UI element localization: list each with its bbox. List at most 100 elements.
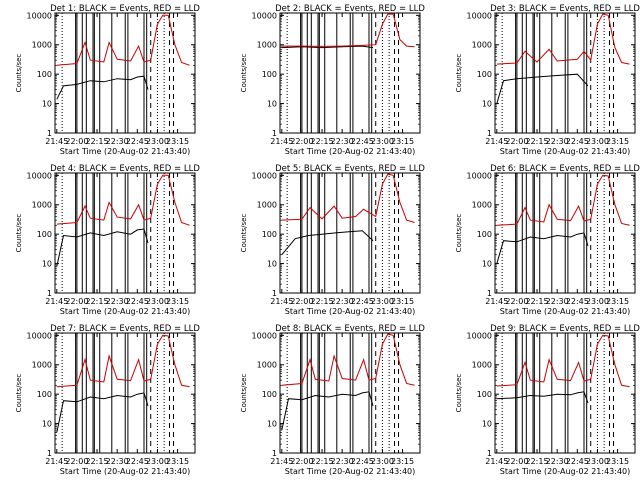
series-line-lld <box>56 174 190 226</box>
y-tick-label: 1000 <box>32 201 52 210</box>
x-tick-label: 22:45 <box>351 297 374 306</box>
series-line-events <box>496 73 589 104</box>
y-tick-label: 1000 <box>472 201 492 210</box>
x-tick-label: 22:30 <box>546 137 569 146</box>
y-tick-label: 10000 <box>252 171 277 180</box>
y-axis-label: Counts/sec <box>15 54 23 93</box>
y-tick-label: 1 <box>487 449 492 458</box>
x-axis-label: Start Time (20-Aug-02 21:43:40) <box>60 307 191 316</box>
y-tick-label: 1000 <box>32 41 52 50</box>
x-axis-label: Start Time (20-Aug-02 21:43:40) <box>500 307 631 316</box>
y-tick-label: 10 <box>267 260 277 269</box>
y-tick-label: 1 <box>272 289 277 298</box>
x-tick-label: 22:30 <box>546 297 569 306</box>
x-tick-label: 22:15 <box>86 297 109 306</box>
x-tick-label: 23:00 <box>371 137 394 146</box>
x-tick-label: 22:30 <box>546 457 569 466</box>
series-line-events <box>281 230 374 256</box>
x-axis-label: Start Time (20-Aug-02 21:43:40) <box>60 147 191 156</box>
series-line-events <box>281 391 374 431</box>
x-tick-label: 22:45 <box>566 137 589 146</box>
y-tick-label: 10 <box>267 420 277 429</box>
x-tick-label: 23:00 <box>586 137 609 146</box>
series-line-lld <box>496 334 630 388</box>
detector-panel-8: 1 10 100 1000 10000 21:4522:0022:1522:3022:45… <box>240 324 425 476</box>
series-line-lld <box>281 333 415 386</box>
y-tick-label: 100 <box>262 230 277 239</box>
x-tick-label: 22:00 <box>290 457 313 466</box>
y-tick-label: 10000 <box>467 331 492 340</box>
x-tick-label: 23:00 <box>586 297 609 306</box>
y-axis-label: Counts/sec <box>455 374 463 413</box>
x-tick-label: 23:15 <box>166 137 189 146</box>
y-tick-label: 1000 <box>257 361 277 370</box>
x-tick-label: 22:30 <box>331 297 354 306</box>
x-tick-label: 22:45 <box>126 297 149 306</box>
series-line-lld <box>56 14 190 66</box>
x-tick-label: 21:45 <box>485 137 508 146</box>
panel-title: Det 9: BLACK = Events, RED = LLD <box>490 324 640 334</box>
x-tick-label: 21:45 <box>270 137 293 146</box>
x-tick-label: 22:15 <box>526 297 549 306</box>
y-tick-label: 10000 <box>467 171 492 180</box>
series-line-lld <box>56 334 190 388</box>
x-tick-label: 21:45 <box>270 457 293 466</box>
detector-panel-6: 1 10 100 1000 10000 21:4522:0022:1522:3022:45… <box>455 164 640 316</box>
detector-panel-3: 1 10 100 1000 10000 21:4522:0022:1522:3022:45… <box>455 4 640 156</box>
x-tick-label: 23:15 <box>606 137 629 146</box>
x-axis-label: Start Time (20-Aug-02 21:43:40) <box>285 467 416 476</box>
x-tick-label: 23:15 <box>166 297 189 306</box>
panel-title: Det 2: BLACK = Events, RED = LLD <box>275 4 425 14</box>
panel-title: Det 7: BLACK = Events, RED = LLD <box>50 324 200 334</box>
series-line-events <box>56 392 149 433</box>
x-tick-label: 21:45 <box>45 137 68 146</box>
x-tick-label: 22:45 <box>126 457 149 466</box>
y-tick-label: 1 <box>47 449 52 458</box>
panel-title: Det 3: BLACK = Events, RED = LLD <box>490 4 640 14</box>
y-tick-label: 10 <box>42 420 52 429</box>
y-tick-label: 100 <box>37 390 52 399</box>
y-axis-label: Counts/sec <box>240 374 248 413</box>
y-tick-label: 1 <box>272 449 277 458</box>
x-tick-label: 23:15 <box>391 137 414 146</box>
series-line-events <box>56 75 149 100</box>
y-tick-label: 1 <box>47 129 52 138</box>
y-tick-label: 100 <box>262 70 277 79</box>
y-tick-label: 1 <box>47 289 52 298</box>
y-tick-label: 10 <box>267 100 277 109</box>
x-tick-label: 23:00 <box>146 297 169 306</box>
x-tick-label: 23:15 <box>606 297 629 306</box>
y-tick-label: 1 <box>487 289 492 298</box>
x-axis-label: Start Time (20-Aug-02 21:43:40) <box>500 467 631 476</box>
y-tick-label: 1000 <box>472 41 492 50</box>
panel-title: Det 8: BLACK = Events, RED = LLD <box>275 324 425 334</box>
y-tick-label: 10 <box>42 100 52 109</box>
y-axis-label: Counts/sec <box>455 54 463 93</box>
series-line-events <box>496 391 589 404</box>
x-tick-label: 22:00 <box>65 457 88 466</box>
x-tick-label: 22:45 <box>566 297 589 306</box>
x-tick-label: 22:00 <box>505 457 528 466</box>
x-tick-label: 22:15 <box>311 297 334 306</box>
detector-panel-5: 1 10 100 1000 10000 21:4522:0022:1522:3022:45… <box>240 164 425 316</box>
x-tick-label: 22:45 <box>566 457 589 466</box>
x-tick-label: 22:00 <box>505 297 528 306</box>
y-tick-label: 100 <box>477 390 492 399</box>
x-tick-label: 23:00 <box>586 457 609 466</box>
detector-panel-2: 1 10 100 1000 10000 21:4522:0022:1522:3022:45… <box>240 4 425 156</box>
y-axis-label: Counts/sec <box>15 374 23 413</box>
panel-title: Det 5: BLACK = Events, RED = LLD <box>275 164 425 174</box>
x-tick-label: 23:00 <box>146 457 169 466</box>
y-tick-label: 10 <box>482 100 492 109</box>
series-line-lld <box>281 173 415 223</box>
panel-title: Det 1: BLACK = Events, RED = LLD <box>50 4 200 14</box>
x-tick-label: 21:45 <box>485 297 508 306</box>
x-tick-label: 22:15 <box>526 137 549 146</box>
x-axis-label: Start Time (20-Aug-02 21:43:40) <box>500 147 631 156</box>
series-line-events <box>281 45 374 49</box>
x-tick-label: 22:15 <box>311 137 334 146</box>
x-tick-label: 22:00 <box>290 297 313 306</box>
x-tick-label: 21:45 <box>485 457 508 466</box>
x-tick-label: 22:45 <box>126 137 149 146</box>
